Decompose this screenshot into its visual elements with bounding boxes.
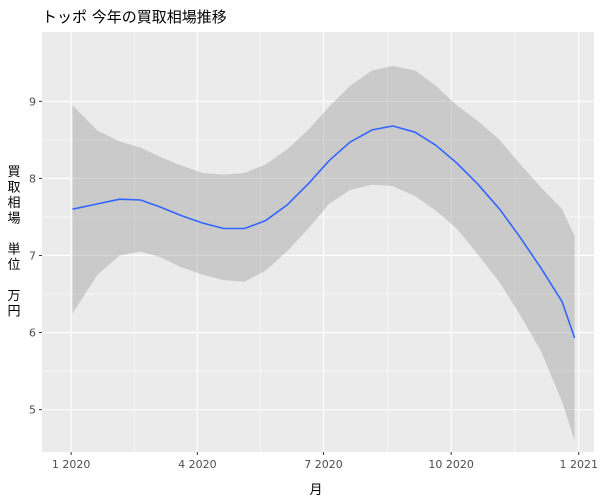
y-tick-label: 6 (29, 327, 36, 340)
y-axis-title-char: 円 (7, 305, 20, 320)
x-tick-label: 10 2020 (428, 458, 474, 471)
y-axis-title-char: 場 (7, 212, 20, 227)
x-tick-label: 1 2021 (559, 458, 598, 471)
x-axis-title: 月 (309, 483, 322, 498)
chart-title: トッポ 今年の買取相場推移 (42, 8, 227, 26)
y-tick-label: 5 (29, 404, 36, 417)
y-axis-title-char: 位 (7, 258, 20, 273)
y-axis-title-char: 相 (7, 196, 20, 211)
y-tick-label: 7 (29, 249, 36, 262)
y-axis-title-char: 万 (7, 289, 20, 304)
y-axis-title-char: 買 (7, 165, 20, 180)
plot-panel (42, 32, 594, 452)
y-tick-label: 8 (29, 172, 36, 185)
confidence-band (72, 65, 575, 441)
x-tick-label: 4 2020 (178, 458, 217, 471)
y-tick-label: 9 (29, 95, 36, 108)
trend-line (72, 125, 576, 339)
y-axis-title-char: 単 (7, 242, 20, 258)
x-tick-label: 7 2020 (304, 458, 343, 471)
y-axis-title-char: 取 (7, 181, 20, 196)
x-tick-label: 1 2020 (52, 458, 91, 471)
